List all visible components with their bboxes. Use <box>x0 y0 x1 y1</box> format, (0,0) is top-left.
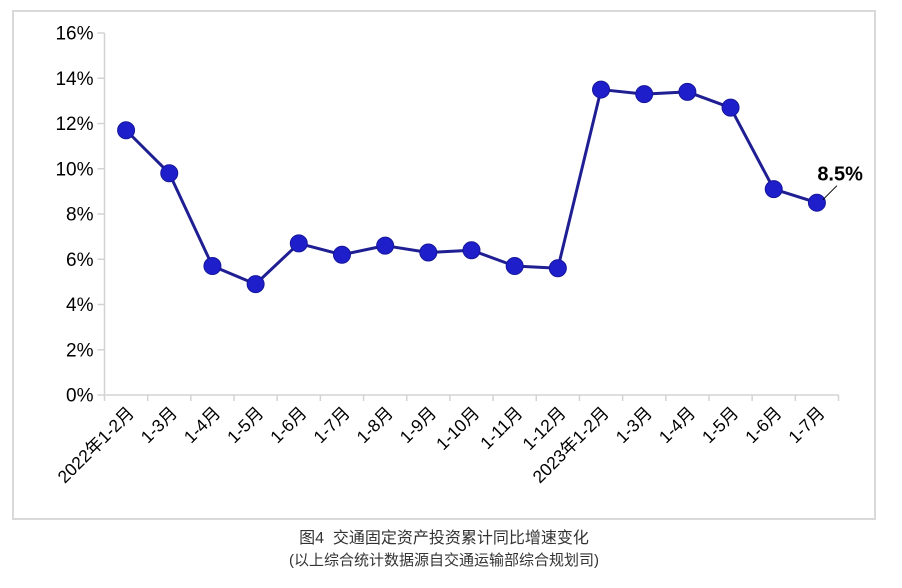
y-axis-tick-label: 8% <box>66 205 94 226</box>
data-point-5 <box>332 245 351 264</box>
x-axis-label: 1-7月 <box>784 403 828 447</box>
x-axis-label: 1-4月 <box>180 403 224 447</box>
data-point-2 <box>203 257 222 276</box>
data-point-13 <box>678 82 697 101</box>
data-point-10 <box>548 259 567 278</box>
x-axis-label: 1-5月 <box>698 403 742 447</box>
data-point-11 <box>592 80 611 99</box>
x-axis-label: 1-3月 <box>137 403 181 447</box>
chart-title: 图4 交通固定资产投资累计同比增速变化 <box>299 530 589 547</box>
data-point-0 <box>117 121 136 140</box>
x-axis-label: 1-5月 <box>223 403 267 447</box>
x-axis-label: 1-11月 <box>476 403 526 453</box>
x-axis-label: 1-4月 <box>655 403 699 447</box>
data-point-3 <box>246 275 265 294</box>
y-axis-tick-label: 6% <box>66 250 94 271</box>
data-point-6 <box>376 236 395 255</box>
data-point-9 <box>505 257 524 276</box>
data-point-8 <box>462 241 481 260</box>
data-point-12 <box>635 85 654 104</box>
y-axis-tick-label: 14% <box>55 69 93 90</box>
x-axis-label: 1-8月 <box>353 403 397 447</box>
chart-caption: 图4 交通固定资产投资累计同比增速变化 (以上综合统计数据源自交通运输部综合规划… <box>12 529 876 570</box>
x-axis-label: 1-6月 <box>741 403 785 447</box>
x-axis-label: 2022年1-2月 <box>54 403 138 487</box>
y-axis-tick-label: 16% <box>55 24 93 45</box>
data-point-14 <box>721 98 740 117</box>
data-point-7 <box>419 243 438 262</box>
annotation-label: 8.5% <box>817 164 863 186</box>
x-axis-label: 1-6月 <box>266 403 310 447</box>
y-axis-tick-label: 4% <box>66 295 94 316</box>
x-axis-label: 1-10月 <box>432 403 483 454</box>
chart-frame <box>12 10 876 520</box>
data-point-15 <box>764 180 783 199</box>
y-axis-tick-label: 2% <box>66 340 94 361</box>
x-axis-label: 1-7月 <box>309 403 353 447</box>
chart-source-note: (以上综合统计数据源自交通运输部综合规划司) <box>289 552 599 569</box>
data-point-4 <box>289 234 308 253</box>
annotation-leader-line <box>822 185 838 201</box>
y-axis-tick-label: 0% <box>66 386 94 407</box>
x-axis-label: 1-3月 <box>612 403 656 447</box>
line-chart: 0%2%4%6%8%10%12%14%16%2022年1-2月1-3月1-4月1… <box>54 24 864 487</box>
y-axis-tick-label: 12% <box>55 114 93 135</box>
data-point-1 <box>160 164 179 183</box>
data-point-16 <box>807 193 826 212</box>
y-axis-tick-label: 10% <box>55 159 93 180</box>
